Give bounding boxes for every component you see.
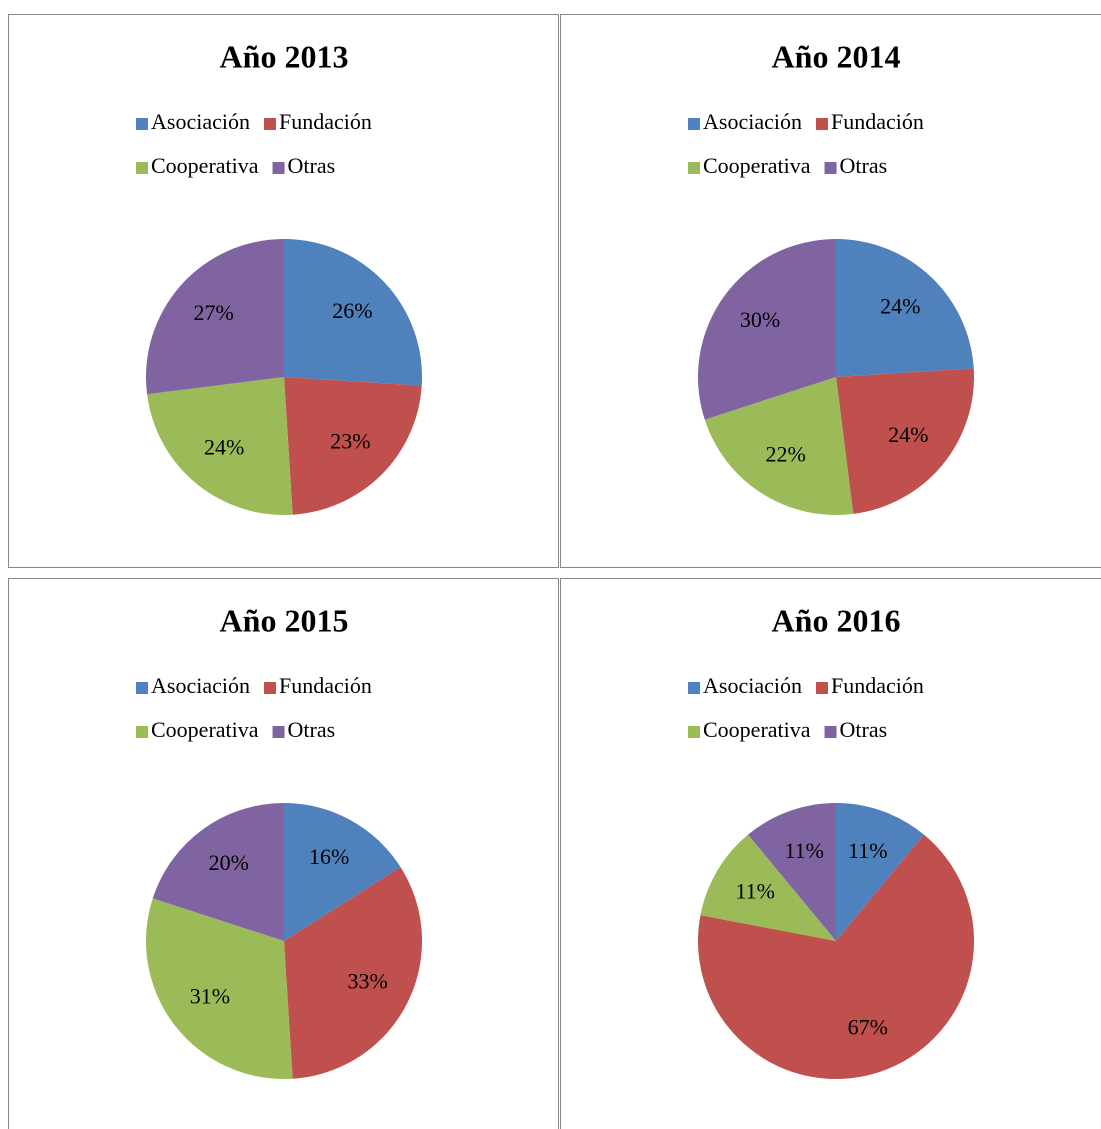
data-label: 27%	[193, 300, 233, 325]
legend-label: Asociación	[151, 109, 250, 134]
pie-slice	[836, 368, 974, 514]
pie-slice	[145, 239, 284, 395]
data-label: 22%	[766, 441, 806, 466]
legend-label: Fundación	[279, 109, 372, 134]
legend-label: Otras	[288, 153, 336, 178]
data-label: 67%	[848, 1014, 888, 1039]
pie-slice	[284, 377, 422, 515]
data-label: 33%	[347, 969, 387, 994]
pie-slice	[748, 803, 836, 941]
legend-label: Asociación	[151, 673, 250, 698]
chart-title: Año 2014	[772, 38, 901, 74]
legend-label: Fundación	[831, 673, 924, 698]
chart-title: Año 2015	[220, 602, 349, 638]
legend-label: Otras	[840, 153, 888, 178]
data-label: 11%	[848, 838, 888, 863]
data-label: 20%	[209, 850, 249, 875]
legend-swatch	[136, 726, 148, 738]
pie-slice	[146, 898, 293, 1079]
data-label: 11%	[784, 838, 824, 863]
legend-label: Asociación	[703, 109, 802, 134]
legend-swatch	[688, 118, 700, 130]
legend-swatch	[272, 162, 285, 174]
data-label: 24%	[204, 434, 244, 459]
legend-label: Cooperativa	[703, 717, 811, 742]
pie-slice	[284, 803, 401, 941]
data-label: 16%	[309, 844, 349, 869]
pie-slice	[836, 239, 974, 377]
legend-label: Cooperativa	[151, 153, 259, 178]
data-label: 24%	[888, 422, 928, 447]
legend-swatch	[136, 118, 148, 130]
pie-slice	[147, 377, 293, 515]
legend-swatch	[688, 682, 700, 694]
cell-border	[8, 14, 559, 568]
legend-swatch	[815, 118, 828, 130]
data-label: 23%	[330, 428, 370, 453]
legend-label: Otras	[840, 717, 888, 742]
legend-swatch	[136, 162, 148, 174]
data-label: 11%	[735, 878, 775, 903]
pie-slice	[704, 377, 854, 515]
legend-label: Fundación	[279, 673, 372, 698]
cell-border	[560, 578, 1101, 1129]
legend-swatch	[136, 682, 148, 694]
legend-swatch	[263, 682, 276, 694]
data-label: 24%	[880, 294, 920, 319]
pie-slice	[836, 803, 924, 941]
legend-swatch	[688, 726, 700, 738]
pie-slice	[284, 867, 422, 1079]
pie-slice	[698, 834, 974, 1079]
legend-swatch	[263, 118, 276, 130]
cell-border	[8, 578, 559, 1129]
legend-swatch	[824, 162, 837, 174]
pie-slice	[152, 803, 284, 941]
cell-border	[560, 14, 1101, 568]
pie-slice	[698, 239, 836, 420]
legend-label: Cooperativa	[151, 717, 259, 742]
legend-swatch	[824, 726, 837, 738]
legend-label: Cooperativa	[703, 153, 811, 178]
legend-swatch	[272, 726, 285, 738]
legend-label: Otras	[288, 717, 336, 742]
chart-title: Año 2013	[220, 38, 349, 74]
data-label: 30%	[740, 307, 780, 332]
legend-swatch	[815, 682, 828, 694]
pie-slice	[284, 239, 423, 386]
chart-title: Año 2016	[772, 602, 901, 638]
legend-swatch	[688, 162, 700, 174]
data-label: 31%	[190, 984, 230, 1009]
legend-label: Fundación	[831, 109, 924, 134]
data-label: 26%	[332, 298, 372, 323]
pie-slice	[700, 834, 836, 941]
legend-label: Asociación	[703, 673, 802, 698]
